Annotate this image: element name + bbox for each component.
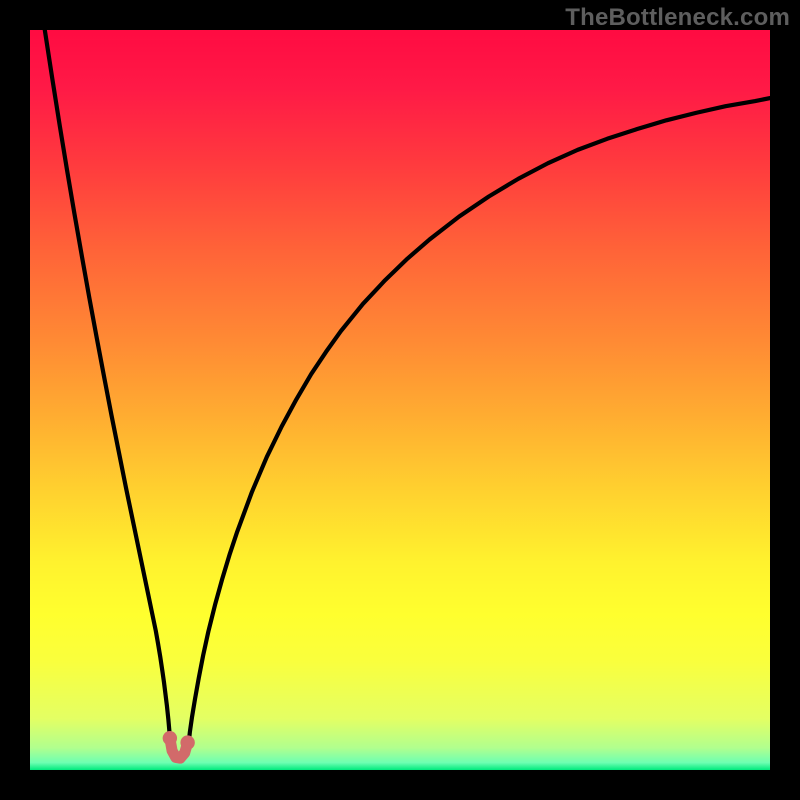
gradient-background <box>30 30 770 770</box>
chart-root: TheBottleneck.com <box>0 0 800 800</box>
dip-marker-cap-left <box>163 731 177 745</box>
plot-svg <box>30 30 770 770</box>
dip-marker-cap-right <box>180 735 194 749</box>
watermark-text: TheBottleneck.com <box>565 4 790 32</box>
plot-area <box>30 30 770 770</box>
